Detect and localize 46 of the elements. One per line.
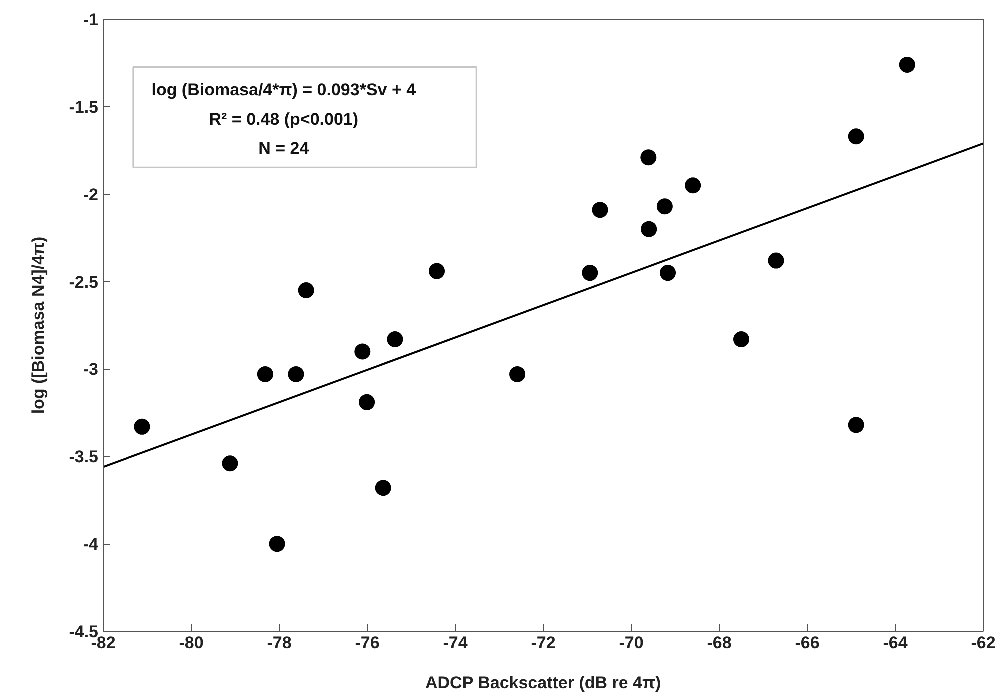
point <box>288 366 304 382</box>
y-tick-label: -1 <box>83 10 99 30</box>
x-tick-label: -68 <box>707 634 732 652</box>
point <box>359 394 376 410</box>
point <box>269 536 286 552</box>
x-tick-label: -72 <box>531 634 556 652</box>
x-tick-label: -62 <box>971 634 996 652</box>
point <box>222 456 238 472</box>
annotation: R² = 0.48 (p<0.001) <box>209 110 359 129</box>
point <box>656 198 673 215</box>
y-tick-label: -2.5 <box>69 272 99 292</box>
x-tick-label: -70 <box>619 634 644 652</box>
x-tick-label: -80 <box>179 634 204 652</box>
x-tick-label: -78 <box>267 634 292 652</box>
point <box>660 265 676 282</box>
x-tick-label: -74 <box>443 634 468 652</box>
y-tick-label: -3 <box>83 360 99 380</box>
point <box>768 252 784 269</box>
point <box>510 366 526 382</box>
x-tick-label: -64 <box>883 634 908 652</box>
point <box>429 263 446 280</box>
point <box>298 282 314 299</box>
x-axis-title: ADCP Backscatter (dB re 4π) <box>426 674 662 692</box>
y-axis-title: log ([Biomasa N4]/4π) <box>29 236 48 414</box>
y-tick-label: -1.5 <box>69 98 99 117</box>
point <box>848 128 864 145</box>
point <box>257 366 274 382</box>
point <box>375 480 392 496</box>
point <box>685 178 702 194</box>
point <box>582 265 598 282</box>
y-tick-label: -3.5 <box>69 448 99 467</box>
x-tick-label: -66 <box>795 634 820 652</box>
point <box>592 202 608 218</box>
annotation: log (Biomasa/4*π) = 0.093*Sv + 4 <box>152 80 417 100</box>
point <box>848 417 864 434</box>
y-tick-label: -4 <box>83 535 100 554</box>
point <box>899 56 916 73</box>
point <box>387 332 404 348</box>
annotation: N = 24 <box>258 139 310 158</box>
y-tick-label: -2 <box>83 185 99 204</box>
point <box>354 344 371 360</box>
point <box>134 418 150 435</box>
point <box>641 221 658 238</box>
x-tick-label: -76 <box>355 634 380 652</box>
point <box>640 150 657 166</box>
point <box>734 332 750 348</box>
